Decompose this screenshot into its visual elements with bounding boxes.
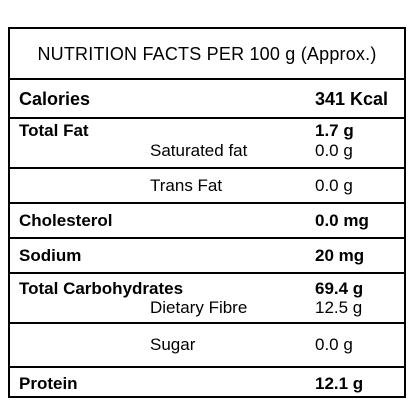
row-total-fat: Total Fat 1.7 g Saturated fat 0.0 g	[10, 119, 404, 169]
table-title: NUTRITION FACTS PER 100 g (Approx.)	[10, 29, 404, 80]
calories-label: Calories	[19, 89, 91, 109]
saturated-fat-label: Saturated fat	[150, 141, 248, 160]
row-sodium: Sodium 20 mg	[10, 239, 404, 274]
trans-fat-label: Trans Fat	[150, 176, 223, 195]
row-total-carbohydrates: Total Carbohydrates 69.4 g Dietary Fibre…	[10, 274, 404, 324]
dietary-fibre-label: Dietary Fibre	[150, 298, 248, 317]
total-fat-label: Total Fat	[19, 121, 89, 140]
sodium-value: 20 mg	[315, 246, 365, 265]
trans-fat-value: 0.0 g	[315, 176, 353, 195]
sugar-label: Sugar	[150, 335, 196, 354]
nutrition-facts-table: NUTRITION FACTS PER 100 g (Approx.) Calo…	[8, 27, 406, 398]
row-cholesterol: Cholesterol 0.0 mg	[10, 204, 404, 239]
row-sugar: Sugar 0.0 g	[10, 324, 404, 368]
cholesterol-label: Cholesterol	[19, 211, 113, 230]
sodium-label: Sodium	[19, 246, 82, 265]
total-carbohydrates-label: Total Carbohydrates	[19, 279, 184, 298]
calories-value: 341 Kcal	[315, 89, 389, 109]
protein-value: 12.1 g	[315, 374, 364, 393]
dietary-fibre-value: 12.5 g	[315, 298, 363, 317]
total-carbohydrates-value: 69.4 g	[315, 279, 364, 298]
row-trans-fat: Trans Fat 0.0 g	[10, 169, 404, 204]
total-fat-value: 1.7 g	[315, 121, 354, 140]
row-calories: Calories 341 Kcal	[10, 80, 404, 119]
sugar-value: 0.0 g	[315, 335, 353, 354]
protein-label: Protein	[19, 374, 78, 393]
saturated-fat-value: 0.0 g	[315, 141, 353, 160]
row-protein: Protein 12.1 g	[10, 368, 404, 398]
cholesterol-value: 0.0 mg	[315, 211, 369, 230]
